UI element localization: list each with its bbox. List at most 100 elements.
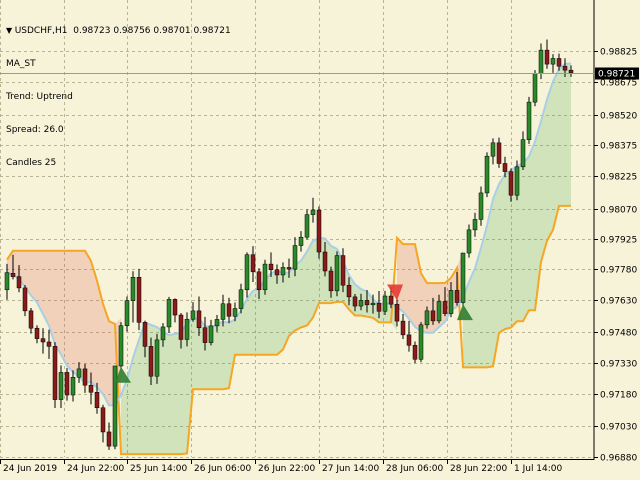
trend-fill-segment — [259, 279, 265, 355]
x-tick-label: 27 Jun 14:00 — [322, 464, 379, 474]
y-tick-label: 0.98825 — [600, 48, 637, 58]
trend-fill-segment — [493, 184, 499, 367]
candles-label: Candles 25 — [6, 158, 57, 168]
y-tick-label: 0.98675 — [600, 79, 637, 89]
candle-body — [88, 384, 94, 393]
candle-body — [346, 284, 352, 298]
candle-body — [34, 327, 40, 339]
trend-fill-segment — [409, 244, 415, 327]
buy-arrow-icon — [457, 304, 473, 321]
candles — [4, 39, 574, 450]
x-tick-label: 24 Jun 22:00 — [67, 464, 124, 474]
trend-fill-segment — [163, 331, 169, 455]
candle-body — [244, 254, 250, 291]
candle-body — [40, 338, 46, 343]
y-tick-label: 0.97330 — [600, 360, 637, 370]
candle-body — [82, 368, 88, 386]
candle-body — [508, 171, 514, 196]
y-tick-label: 0.97030 — [600, 423, 637, 433]
candle-body — [238, 289, 244, 309]
info-panel: ▼ USDCHF,H1 0.98723 0.98756 0.98701 0.98… — [6, 3, 231, 180]
candle-body — [538, 49, 544, 74]
candle-body — [388, 295, 394, 305]
candle-body — [184, 318, 190, 340]
trend-fill-segment — [13, 250, 19, 280]
candle-body — [454, 290, 460, 303]
candle-body — [424, 310, 430, 326]
trend-fill-segment — [541, 99, 547, 262]
candle-body — [4, 272, 10, 291]
collapse-triangle-icon[interactable]: ▼ — [6, 26, 15, 35]
y-tick-label: 0.96880 — [600, 454, 637, 464]
trend-fill-segment — [49, 250, 55, 345]
candle-body — [472, 219, 478, 231]
trend-fill-segment — [277, 270, 283, 355]
candle-body — [310, 209, 316, 215]
trend-fill-segment — [289, 265, 295, 336]
x-tick-label: 28 Jun 22:00 — [450, 464, 507, 474]
y-tick-label: 0.97630 — [600, 297, 637, 307]
candle-body — [520, 139, 526, 168]
trend-fill-segment — [481, 225, 487, 368]
symbol-line: ▼ USDCHF,H1 0.98723 0.98756 0.98701 0.98… — [6, 26, 231, 36]
x-tick-label: 25 Jun 14:00 — [130, 464, 187, 474]
candle-body — [412, 345, 418, 360]
trend-fill-segment — [397, 237, 403, 312]
candle-body — [364, 300, 370, 306]
trend-fill-segment — [283, 272, 289, 350]
candle-body — [220, 303, 226, 320]
trend-fill-segment — [187, 318, 193, 454]
candle-body — [190, 310, 196, 320]
trend-fill-segment — [253, 288, 259, 355]
y-tick-label: 0.97480 — [600, 329, 637, 339]
signal-arrows — [115, 284, 473, 383]
candle-body — [316, 209, 322, 253]
candle-body — [196, 310, 202, 329]
trend-fill-segment — [307, 240, 313, 326]
trend-fill-segment — [67, 250, 73, 373]
candle-body — [400, 320, 406, 336]
trend-fill-segment — [175, 332, 181, 455]
candle-body — [154, 339, 160, 377]
candle-body — [202, 327, 208, 343]
trend-fill-segment — [499, 174, 505, 333]
trend-fill-segment — [565, 63, 571, 206]
candle-body — [544, 49, 550, 65]
trend-fill-segment — [43, 250, 49, 326]
candle-body — [10, 273, 16, 277]
candle-body — [376, 302, 382, 312]
candle-body — [460, 252, 466, 303]
candle-body — [280, 267, 286, 276]
trend-fill-segment — [313, 238, 319, 318]
trend-fill-segment — [463, 281, 469, 368]
candle-body — [160, 326, 166, 341]
candle-body — [178, 314, 184, 340]
candle-body — [16, 276, 22, 289]
trend-fill-segment — [235, 310, 241, 355]
candle-body — [490, 142, 496, 157]
candle-body — [130, 277, 136, 301]
current-price-label: 0.98721 — [598, 70, 635, 80]
candle-body — [262, 263, 268, 291]
candle-body — [256, 271, 262, 291]
y-tick-label: 0.98520 — [600, 112, 637, 122]
trend-fill-segment — [487, 199, 493, 368]
trend-fill-segment — [553, 69, 559, 230]
candle-body — [76, 368, 82, 378]
plot-background — [0, 0, 594, 459]
trend-fill-segment — [133, 339, 139, 455]
trend-fill-segment — [25, 250, 31, 296]
candle-body — [70, 377, 76, 396]
x-tick-label: 26 Jun 06:00 — [194, 464, 251, 474]
candle-body — [64, 372, 70, 396]
candle-body — [328, 270, 334, 292]
trend-fill-segment — [73, 250, 79, 377]
candle-body — [298, 236, 304, 246]
candle-body — [148, 346, 154, 377]
grid-lines — [0, 0, 594, 458]
candle-body — [502, 163, 508, 172]
candle-body — [142, 322, 148, 347]
candle-body — [322, 251, 328, 272]
trend-fill-segment — [121, 379, 127, 455]
